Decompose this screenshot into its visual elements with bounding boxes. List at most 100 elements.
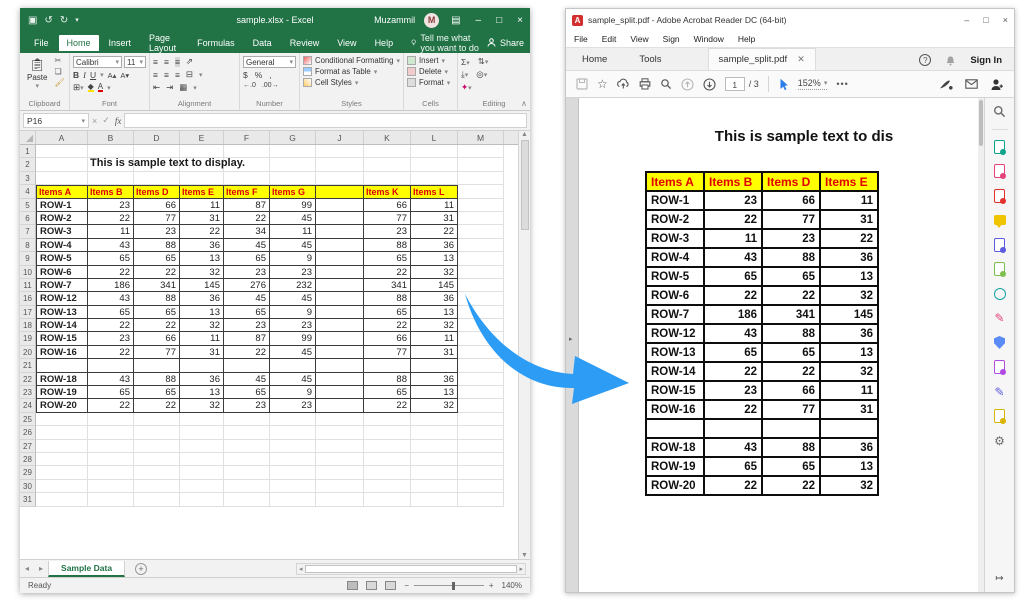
- cell-m24[interactable]: [458, 399, 504, 413]
- cell-m29[interactable]: [458, 466, 504, 480]
- hscroll-left-icon[interactable]: ◂: [299, 565, 303, 573]
- shrink-font-button[interactable]: A▾: [120, 70, 130, 80]
- navigation-pane-collapsed[interactable]: ▸: [566, 98, 579, 592]
- cell-f26[interactable]: [224, 426, 270, 440]
- pdf-menu-help[interactable]: Help: [737, 34, 756, 44]
- enter-entry-icon[interactable]: ✓: [102, 115, 110, 125]
- cell-g5[interactable]: 99: [270, 198, 316, 212]
- insert-cells-button[interactable]: Insert ▾: [407, 56, 454, 65]
- cell-l23[interactable]: 13: [411, 386, 458, 400]
- scrollbar-thumb[interactable]: [520, 140, 529, 230]
- cell-j31[interactable]: [316, 493, 364, 507]
- cell-b22[interactable]: 43: [88, 372, 134, 387]
- cell-f25[interactable]: [224, 412, 270, 427]
- formula-input[interactable]: [124, 113, 527, 128]
- cell-l22[interactable]: 36: [411, 372, 458, 387]
- cell-m6[interactable]: [458, 211, 504, 226]
- cell-e20[interactable]: 31: [180, 345, 224, 360]
- cell-b26[interactable]: [88, 426, 134, 440]
- align-right-icon[interactable]: ≡: [174, 69, 180, 80]
- maximize-button[interactable]: □: [983, 15, 989, 25]
- cell-f27[interactable]: [224, 439, 270, 453]
- cell-f22[interactable]: 45: [224, 372, 270, 387]
- column-header-k[interactable]: K: [364, 131, 411, 144]
- hscroll-right-icon[interactable]: ▸: [519, 565, 523, 573]
- cell-m17[interactable]: [458, 305, 504, 320]
- cell-f24[interactable]: 23: [224, 399, 270, 413]
- column-header-f[interactable]: F: [224, 131, 270, 144]
- cell-k6[interactable]: 77: [364, 211, 411, 226]
- cell-g25[interactable]: [270, 412, 316, 427]
- cell-e9[interactable]: 13: [180, 252, 224, 266]
- cell-g22[interactable]: 45: [270, 372, 316, 387]
- cell-f18[interactable]: 23: [224, 319, 270, 333]
- close-tab-icon[interactable]: ✕: [797, 54, 805, 64]
- cell-f10[interactable]: 23: [224, 265, 270, 279]
- cell-j29[interactable]: [316, 466, 364, 480]
- cell-b30[interactable]: [88, 479, 134, 494]
- cell-j19[interactable]: [316, 332, 364, 346]
- name-box[interactable]: P16 ▾: [23, 113, 89, 128]
- create-pdf-tool[interactable]: [992, 188, 1007, 204]
- cell-m22[interactable]: [458, 372, 504, 387]
- page-number-input[interactable]: 1: [724, 77, 745, 91]
- cell-d27[interactable]: [134, 439, 180, 453]
- star-icon[interactable]: ☆: [597, 77, 608, 91]
- cell-b1[interactable]: [88, 145, 134, 159]
- cell-g18[interactable]: 23: [270, 319, 316, 333]
- cell-e22[interactable]: 36: [180, 372, 224, 387]
- cell-a8[interactable]: ROW-4: [36, 238, 88, 253]
- row-number[interactable]: 6: [20, 211, 36, 226]
- cell-j6[interactable]: [316, 211, 364, 226]
- cell-e1[interactable]: [180, 145, 224, 159]
- pdf-menu-window[interactable]: Window: [693, 34, 724, 44]
- cell-a3[interactable]: [36, 171, 88, 186]
- export-pdf-tool[interactable]: [992, 139, 1007, 155]
- search-tool[interactable]: [992, 104, 1007, 119]
- maximize-button[interactable]: □: [496, 14, 503, 26]
- cell-g16[interactable]: 45: [270, 292, 316, 306]
- cell-j10[interactable]: [316, 265, 364, 279]
- cell-d22[interactable]: 88: [134, 372, 180, 387]
- pdf-menu-edit[interactable]: Edit: [601, 34, 617, 44]
- cell-f9[interactable]: 65: [224, 252, 270, 266]
- italic-button[interactable]: I: [83, 70, 86, 80]
- cell-k11[interactable]: 341: [364, 278, 411, 293]
- align-center-icon[interactable]: ≡: [163, 69, 169, 80]
- cell-k16[interactable]: 88: [364, 292, 411, 306]
- scan-ocr-tool[interactable]: [992, 286, 1007, 301]
- horizontal-scrollbar[interactable]: ◂ ▸: [296, 562, 526, 575]
- cell-g24[interactable]: 23: [270, 399, 316, 413]
- find-icon[interactable]: [660, 78, 672, 90]
- cell-j24[interactable]: [316, 399, 364, 413]
- cell-g7[interactable]: 11: [270, 225, 316, 239]
- cell-a5[interactable]: ROW-1: [36, 198, 88, 212]
- cell-k2[interactable]: [364, 158, 411, 172]
- percent-format-icon[interactable]: %: [254, 70, 263, 80]
- cell-m28[interactable]: [458, 452, 504, 467]
- tab-tools[interactable]: Tools: [639, 54, 662, 65]
- cell-d29[interactable]: [134, 466, 180, 480]
- align-middle-icon[interactable]: ≡: [163, 56, 169, 67]
- cell-a2[interactable]: [36, 158, 88, 172]
- cell-j21[interactable]: [316, 359, 364, 373]
- cell-k28[interactable]: [364, 452, 411, 467]
- cell-e18[interactable]: 32: [180, 319, 224, 333]
- row-number[interactable]: 2: [20, 158, 36, 172]
- cell-b18[interactable]: 22: [88, 319, 134, 333]
- cell-g2[interactable]: [270, 158, 316, 172]
- cell-a19[interactable]: ROW-15: [36, 332, 88, 346]
- cell-g26[interactable]: [270, 426, 316, 440]
- cell-b29[interactable]: [88, 466, 134, 480]
- excel-tab-help[interactable]: Help: [374, 37, 394, 48]
- cell-j17[interactable]: [316, 305, 364, 320]
- cell-d25[interactable]: [134, 412, 180, 427]
- cell-b28[interactable]: [88, 452, 134, 467]
- sheet-nav-left-icon[interactable]: ◂: [25, 564, 30, 573]
- cell-e5[interactable]: 11: [180, 198, 224, 212]
- cell-d9[interactable]: 65: [134, 252, 180, 266]
- row-number[interactable]: 1: [20, 145, 36, 159]
- excel-tab-file[interactable]: File: [34, 37, 49, 48]
- excel-tab-review[interactable]: Review: [289, 37, 320, 48]
- cell-j1[interactable]: [316, 145, 364, 159]
